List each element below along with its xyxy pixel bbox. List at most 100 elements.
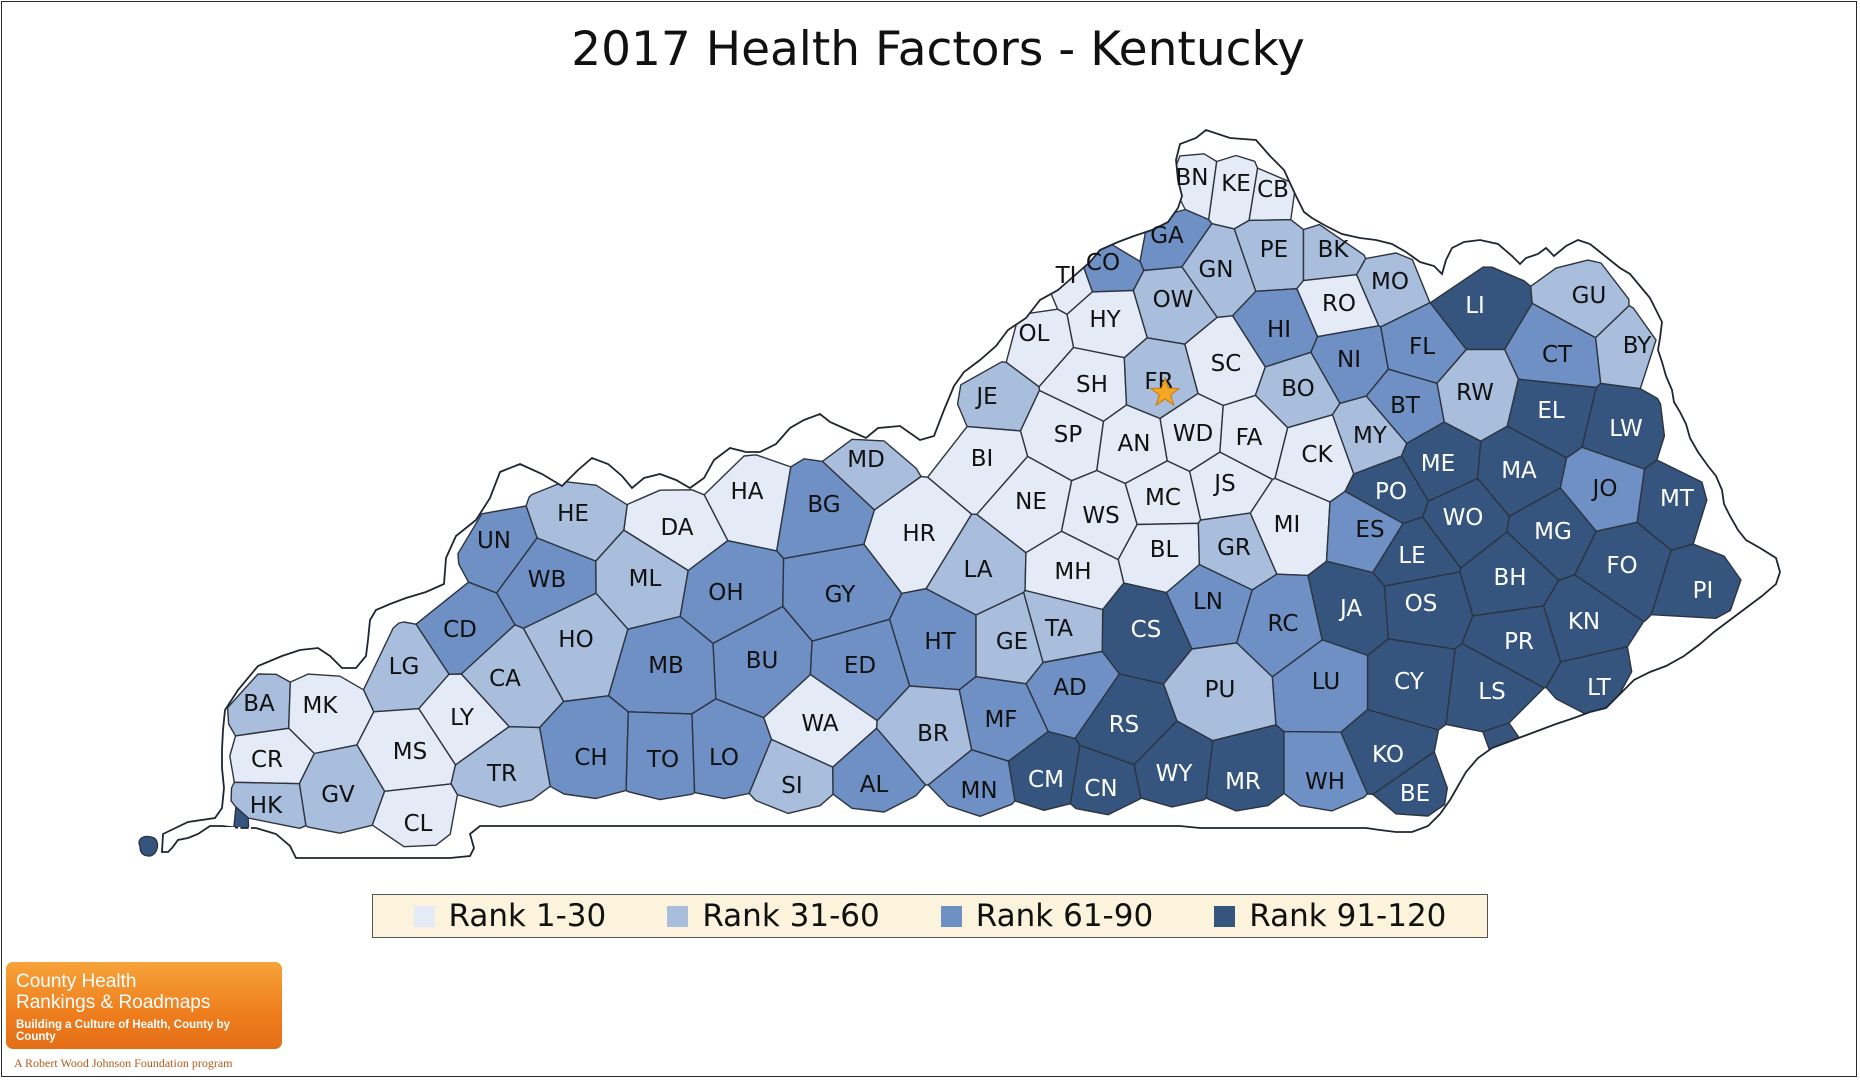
- logo-tagline: Building a Culture of Health, County by …: [16, 1019, 231, 1043]
- county-label-an: AN: [1118, 431, 1151, 457]
- county-label-ls: LS: [1478, 679, 1505, 705]
- county-label-sh: SH: [1076, 372, 1108, 398]
- county-label-pr: PR: [1504, 629, 1534, 655]
- county-label-mb: MB: [648, 653, 684, 679]
- county-label-ln: LN: [1193, 589, 1223, 615]
- county-label-mo: MO: [1371, 269, 1409, 295]
- county-label-ke: KE: [1221, 171, 1251, 197]
- county-label-fl: FL: [1409, 334, 1435, 360]
- county-label-ck: CK: [1301, 442, 1333, 468]
- county-label-sc: SC: [1211, 351, 1242, 377]
- county-label-po: PO: [1375, 479, 1407, 505]
- county-label-ho: HO: [558, 627, 593, 653]
- county-label-cr: CR: [251, 747, 283, 773]
- county-label-ma: MA: [1501, 458, 1537, 484]
- county-label-gu: GU: [1572, 283, 1607, 309]
- county-label-br: BR: [917, 721, 949, 747]
- county-si[interactable]: [748, 738, 834, 815]
- county-label-pu: PU: [1205, 677, 1236, 703]
- county-label-mk: MK: [303, 693, 339, 719]
- county-label-bt: BT: [1390, 393, 1421, 419]
- county-label-wo: WO: [1443, 505, 1484, 531]
- county-cl[interactable]: [371, 783, 459, 848]
- county-label-mc: MC: [1145, 485, 1181, 511]
- county-label-cl: CL: [404, 811, 433, 837]
- county-lw[interactable]: [1581, 382, 1666, 470]
- county-label-ni: NI: [1337, 347, 1361, 373]
- chrr-logo[interactable]: County Health Rankings & Roadmaps Buildi…: [6, 962, 282, 1049]
- logo-credit: A Robert Wood Johnson Foundation program: [14, 1056, 233, 1070]
- county-label-oh: OH: [708, 580, 743, 606]
- county-label-ha: HA: [730, 479, 763, 505]
- county-cm[interactable]: [1007, 730, 1081, 811]
- county-label-ba: BA: [243, 691, 275, 717]
- county-label-wd: WD: [1173, 421, 1213, 447]
- county-label-ne: NE: [1015, 489, 1047, 515]
- county-label-cs: CS: [1131, 617, 1162, 643]
- county-label-pi: PI: [1693, 578, 1714, 604]
- county-label-lo: LO: [709, 745, 739, 771]
- county-label-by: BY: [1623, 333, 1653, 359]
- legend-label: Rank 91-120: [1249, 898, 1447, 934]
- county-label-ko: KO: [1372, 742, 1404, 768]
- county-label-le: LE: [1398, 543, 1425, 569]
- county-fu-island[interactable]: [138, 835, 159, 857]
- county-label-ti: TI: [1055, 263, 1077, 289]
- county-layer: [226, 153, 1742, 857]
- county-label-un: UN: [477, 528, 511, 554]
- county-label-bi: BI: [971, 446, 994, 472]
- county-label-cm: CM: [1028, 767, 1064, 793]
- county-label-mf: MF: [984, 707, 1017, 733]
- county-pi[interactable]: [1650, 543, 1742, 619]
- county-label-mg: MG: [1534, 519, 1572, 545]
- legend-swatch: [940, 905, 962, 927]
- county-label-ad: AD: [1053, 675, 1086, 701]
- county-label-cn: CN: [1084, 776, 1117, 802]
- county-lo[interactable]: [691, 698, 773, 800]
- county-label-cd: CD: [443, 617, 477, 643]
- county-label-wa: WA: [801, 711, 838, 737]
- legend-item-tier-3: Rank 61-90: [940, 898, 1153, 934]
- legend-swatch: [1214, 905, 1236, 927]
- county-label-ge: GE: [996, 629, 1028, 655]
- legend-label: Rank 1-30: [448, 898, 607, 934]
- county-to[interactable]: [625, 711, 696, 801]
- county-label-ht: HT: [924, 629, 956, 655]
- county-label-fa: FA: [1236, 425, 1263, 451]
- county-label-bl: BL: [1150, 537, 1179, 563]
- county-al[interactable]: [832, 727, 927, 813]
- county-label-la: LA: [963, 557, 992, 583]
- logo-name-line1: County Health: [16, 971, 137, 992]
- county-tr[interactable]: [450, 726, 551, 808]
- county-label-cb: CB: [1257, 177, 1289, 203]
- county-label-al: AL: [860, 772, 889, 798]
- county-label-wb: WB: [528, 567, 567, 593]
- county-label-pe: PE: [1260, 237, 1288, 263]
- county-label-ta: TA: [1044, 616, 1073, 642]
- county-label-bo: BO: [1281, 376, 1314, 402]
- county-label-md: MD: [847, 447, 885, 473]
- county-label-bk: BK: [1318, 237, 1350, 263]
- county-label-mh: MH: [1054, 559, 1091, 585]
- county-label-ws: WS: [1082, 503, 1119, 529]
- county-label-bg: BG: [807, 492, 840, 518]
- county-label-je: JE: [974, 384, 997, 410]
- county-label-to: TO: [646, 747, 679, 773]
- county-label-mr: MR: [1225, 769, 1261, 795]
- county-label-ch: CH: [574, 745, 607, 771]
- legend-item-tier-1: Rank 1-30: [413, 898, 607, 934]
- county-label-co: CO: [1086, 250, 1120, 276]
- county-label-bn: BN: [1176, 165, 1209, 191]
- legend: Rank 1-30 Rank 31-60 Rank 61-90 Rank 91-…: [372, 894, 1488, 938]
- legend-label: Rank 31-60: [702, 898, 880, 934]
- county-be[interactable]: [1372, 751, 1448, 817]
- county-label-rw: RW: [1456, 380, 1494, 406]
- county-wh[interactable]: [1283, 730, 1369, 812]
- county-label-ms: MS: [393, 739, 427, 765]
- county-mn[interactable]: [927, 749, 1016, 817]
- county-label-ow: OW: [1153, 287, 1194, 313]
- county-label-hk: HK: [250, 793, 283, 819]
- county-label-be: BE: [1400, 781, 1430, 807]
- county-label-fu: FU: [223, 824, 253, 850]
